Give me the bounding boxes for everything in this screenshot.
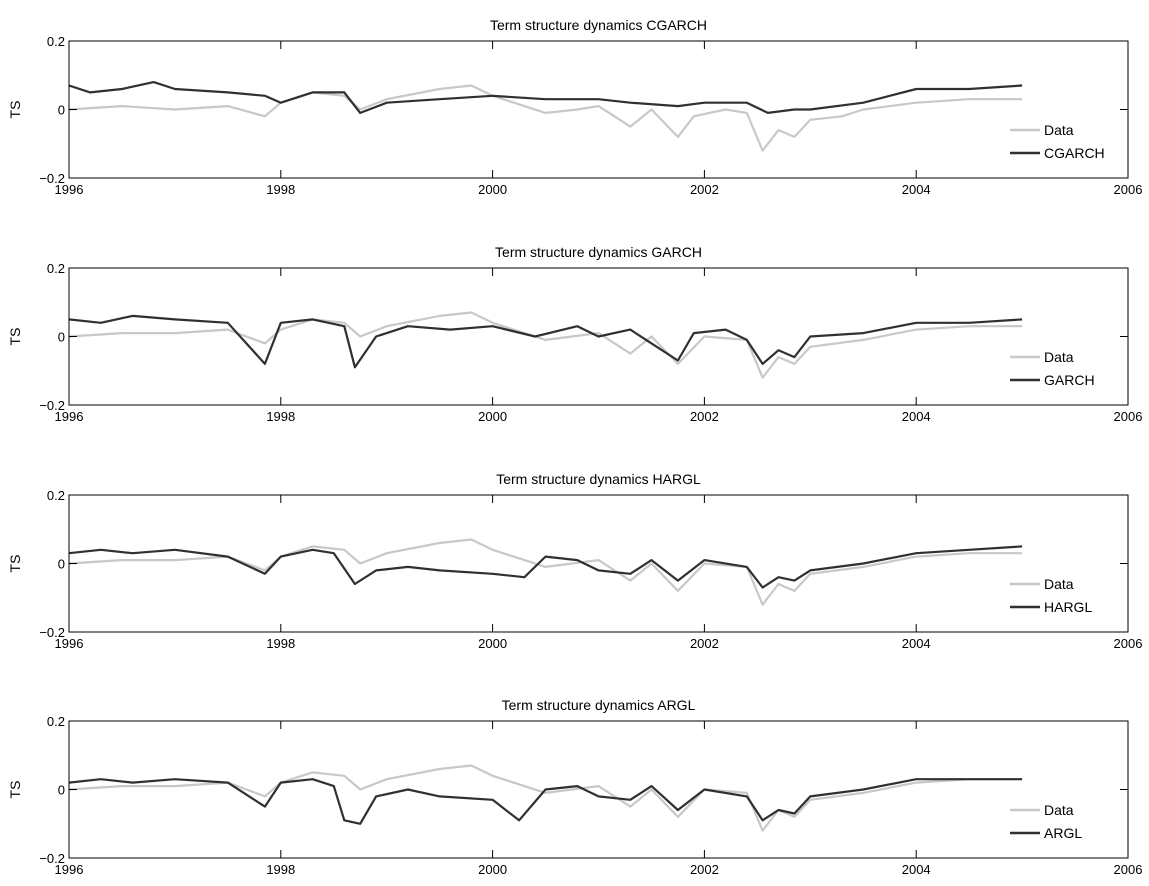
series-line-argl xyxy=(68,778,1023,825)
y-tick-label: −0.2 xyxy=(39,171,65,186)
legend-label-data: Data xyxy=(1044,802,1074,818)
chart-title: Term structure dynamics CGARCH xyxy=(490,17,707,33)
x-tick-label: 1996 xyxy=(55,409,84,424)
x-tick-label: 2004 xyxy=(902,182,931,197)
chart-panel-4: Term structure dynamics ARGLTS0.20−0.219… xyxy=(7,697,1142,877)
legend-label-data: Data xyxy=(1044,349,1074,365)
x-tick-label: 1996 xyxy=(55,862,84,877)
x-tick-label: 2006 xyxy=(1114,862,1143,877)
series-line-garch xyxy=(68,314,1023,369)
legend-label-hargl: HARGL xyxy=(1044,599,1092,615)
plot-frame xyxy=(68,40,1129,179)
series-line-cgarch xyxy=(68,81,1023,114)
x-tick-label: 2004 xyxy=(902,409,931,424)
y-tick-label: 0.2 xyxy=(47,34,65,49)
legend-label-argl: ARGL xyxy=(1044,825,1082,841)
y-tick-label: −0.2 xyxy=(39,851,65,866)
x-tick-label: 2002 xyxy=(690,862,719,877)
plot-frame xyxy=(68,720,1129,859)
y-tick-label: −0.2 xyxy=(39,625,65,640)
series-line-data xyxy=(68,538,1023,606)
x-tick-label: 2000 xyxy=(478,862,507,877)
chart-title: Term structure dynamics HARGL xyxy=(496,471,701,487)
series-line-data xyxy=(68,84,1023,152)
y-tick-label: 0.2 xyxy=(47,488,65,503)
x-tick-label: 1998 xyxy=(266,636,295,651)
legend-label-cgarch: CGARCH xyxy=(1044,145,1105,161)
x-tick-label: 2000 xyxy=(478,409,507,424)
x-tick-label: 1996 xyxy=(55,636,84,651)
x-tick-label: 1998 xyxy=(266,862,295,877)
x-tick-label: 2002 xyxy=(690,636,719,651)
y-tick-label: 0.2 xyxy=(47,714,65,729)
chart-panel-3: Term structure dynamics HARGLTS0.20−0.21… xyxy=(7,471,1142,651)
y-axis-label: TS xyxy=(7,101,23,119)
y-tick-label: 0.2 xyxy=(47,261,65,276)
y-axis-label: TS xyxy=(7,555,23,573)
y-axis-label: TS xyxy=(7,328,23,346)
y-tick-label: 0 xyxy=(58,783,65,798)
y-tick-label: 0 xyxy=(58,103,65,118)
y-tick-label: 0 xyxy=(58,330,65,345)
x-tick-label: 1996 xyxy=(55,182,84,197)
chart-title: Term structure dynamics GARCH xyxy=(495,244,702,260)
x-tick-label: 1998 xyxy=(266,409,295,424)
x-tick-label: 2000 xyxy=(478,636,507,651)
y-tick-label: −0.2 xyxy=(39,398,65,413)
y-tick-label: 0 xyxy=(58,557,65,572)
x-tick-label: 2004 xyxy=(902,636,931,651)
chart-panel-1: Term structure dynamics CGARCH TS 0.2 0 −0.2… xyxy=(7,17,1142,197)
series-line-data xyxy=(68,764,1023,832)
legend-label-data: Data xyxy=(1044,576,1074,592)
x-tick-label: 2002 xyxy=(690,409,719,424)
chart-title: Term structure dynamics ARGL xyxy=(502,697,696,713)
legend-label-data: Data xyxy=(1044,122,1074,138)
chart-panel-2: Term structure dynamics GARCHTS0.20−0.21… xyxy=(7,244,1142,424)
x-tick-label: 2002 xyxy=(690,182,719,197)
x-tick-label: 1998 xyxy=(266,182,295,197)
series-line-hargl xyxy=(68,545,1023,589)
y-axis-label: TS xyxy=(7,781,23,799)
x-tick-label: 2006 xyxy=(1114,182,1143,197)
x-tick-label: 2004 xyxy=(902,862,931,877)
legend-label-garch: GARCH xyxy=(1044,372,1095,388)
x-tick-label: 2006 xyxy=(1114,409,1143,424)
x-tick-label: 2000 xyxy=(478,182,507,197)
plot-frame xyxy=(68,494,1129,633)
x-tick-label: 2006 xyxy=(1114,636,1143,651)
